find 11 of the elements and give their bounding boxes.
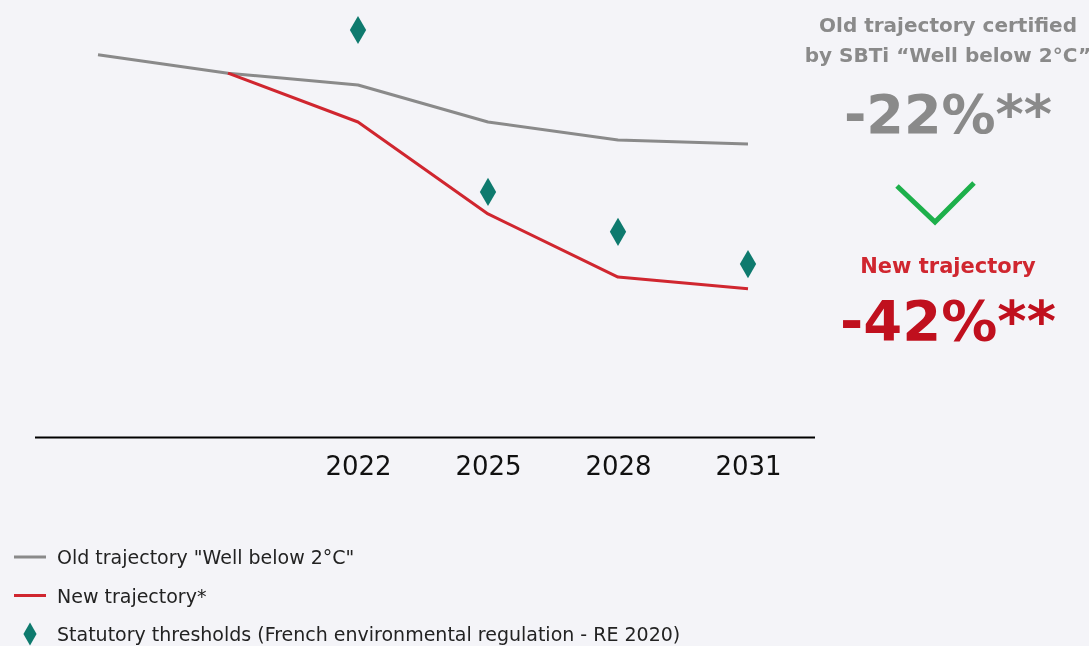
x-tick-label: 2031: [715, 451, 782, 482]
legend-label: Old trajectory "Well below 2°C": [57, 546, 355, 568]
x-tick-label: 2028: [585, 451, 652, 482]
x-tick-label: 2025: [455, 451, 522, 482]
legend-label: New trajectory*: [57, 584, 207, 607]
annotation: Old trajectory certified by SBTi “Well below 2°C”: [804, 13, 1089, 67]
x-tick-label: 2022: [325, 451, 392, 482]
text: New trajectory: [860, 254, 1037, 278]
text: -42%**: [840, 288, 1056, 353]
text: -22%**: [843, 83, 1053, 146]
legend-label: Statutory thresholds (French environmental regulation - RE 2020): [57, 623, 681, 645]
